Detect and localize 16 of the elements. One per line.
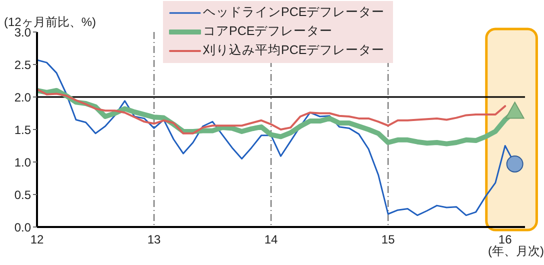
y-tick-label: 2.0 xyxy=(14,90,32,104)
x-tick-label: 12 xyxy=(30,232,44,247)
y-tick-label: 0.5 xyxy=(14,188,32,202)
x-tick-label: 15 xyxy=(381,232,396,247)
x-tick-label: 14 xyxy=(264,232,278,247)
y-tick-label: 2.5 xyxy=(14,58,32,72)
y-axis-title: (12ヶ月前比、%) xyxy=(4,14,96,29)
x-axis-title: (年、月次) xyxy=(488,244,544,260)
y-tick-label: 1.5 xyxy=(14,122,32,137)
legend-label: ヘッドラインPCEデフレーター xyxy=(203,4,385,21)
legend-label: 刈り込み平均PCEデフレーター xyxy=(203,42,385,59)
y-tick-label: 0.0 xyxy=(14,220,32,234)
y-tick-label: 1.0 xyxy=(14,155,32,170)
x-tick-label: 16 xyxy=(498,232,512,247)
legend-label: コアPCEデフレーター xyxy=(203,23,333,40)
x-tick-label: 13 xyxy=(147,232,162,247)
